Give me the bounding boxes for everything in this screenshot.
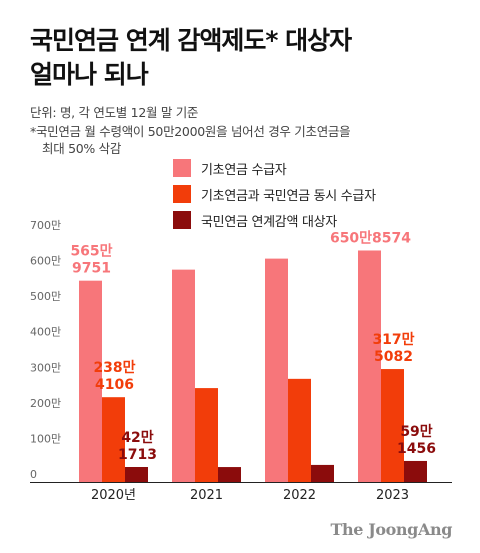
legend-item-dual-recipients: 기초연금과 국민연금 동시 수급자 — [173, 181, 376, 207]
bar — [79, 280, 102, 482]
x-tick-label: 2023 — [376, 488, 409, 503]
bar — [172, 269, 195, 482]
data-label: 238만 — [93, 360, 135, 376]
bar — [381, 369, 404, 482]
legend-swatch-reduction-targets — [173, 211, 191, 229]
x-tick-label: 2022 — [283, 488, 316, 503]
legend-label-basic-pension: 기초연금 수급자 — [201, 162, 287, 178]
y-tick-label: 100만 — [30, 432, 61, 445]
legend-item-basic-pension: 기초연금 수급자 — [173, 155, 376, 181]
chart-title: 국민연금 연계 감액제도* 대상자 얼마나 되나 — [30, 24, 352, 92]
legend-item-reduction-targets: 국민연금 연계감액 대상자 — [173, 207, 376, 233]
y-tick-label: 500만 — [30, 290, 61, 303]
data-label: 9751 — [72, 261, 111, 277]
data-label: 565만 — [70, 244, 112, 260]
data-label: 1456 — [397, 441, 436, 457]
bar — [218, 467, 241, 482]
legend: 기초연금 수급자 기초연금과 국민연금 동시 수급자 국민연금 연계감액 대상자 — [173, 155, 376, 233]
bar — [265, 258, 288, 482]
unit-note: 단위: 명, 각 연도별 12월 말 기준 — [30, 105, 199, 120]
data-label: 4106 — [95, 377, 134, 393]
y-tick-label: 300만 — [30, 361, 61, 374]
x-tick-label: 2020년 — [91, 488, 136, 503]
y-tick-label: 400만 — [30, 326, 61, 339]
bar — [102, 397, 125, 482]
legend-label-reduction-targets: 국민연금 연계감액 대상자 — [201, 214, 337, 230]
bar — [404, 460, 427, 482]
data-label: 1713 — [118, 447, 157, 463]
bar — [358, 250, 381, 482]
data-label: 42만 — [121, 430, 153, 446]
data-label: 650만8574 — [330, 230, 411, 246]
y-tick-label: 700만 — [30, 219, 61, 232]
footnote-line-1: *국민연금 월 수령액이 50만2000원을 넘어선 경우 기초연금을 — [30, 124, 351, 139]
data-label: 317만 — [372, 332, 414, 348]
chart-title-line-1: 국민연금 연계 감액제도* 대상자 — [30, 26, 352, 55]
legend-swatch-basic-pension — [173, 159, 191, 177]
data-label: 59만 — [400, 424, 432, 440]
chart-title-line-2: 얼마나 되나 — [30, 60, 149, 89]
y-tick-label: 600만 — [30, 255, 61, 268]
data-label: 5082 — [374, 349, 413, 365]
publisher-credit: The JoongAng — [330, 520, 453, 539]
bar — [311, 464, 334, 482]
bar — [195, 388, 218, 482]
y-tick-label: 0 — [30, 468, 37, 481]
bar — [125, 466, 148, 482]
footnote-line-2: 최대 50% 삭감 — [42, 141, 122, 156]
legend-label-dual-recipients: 기초연금과 국민연금 동시 수급자 — [201, 188, 376, 204]
y-tick-label: 200만 — [30, 397, 61, 410]
bar — [288, 378, 311, 482]
x-tick-label: 2021 — [190, 488, 223, 503]
legend-swatch-dual-recipients — [173, 185, 191, 203]
